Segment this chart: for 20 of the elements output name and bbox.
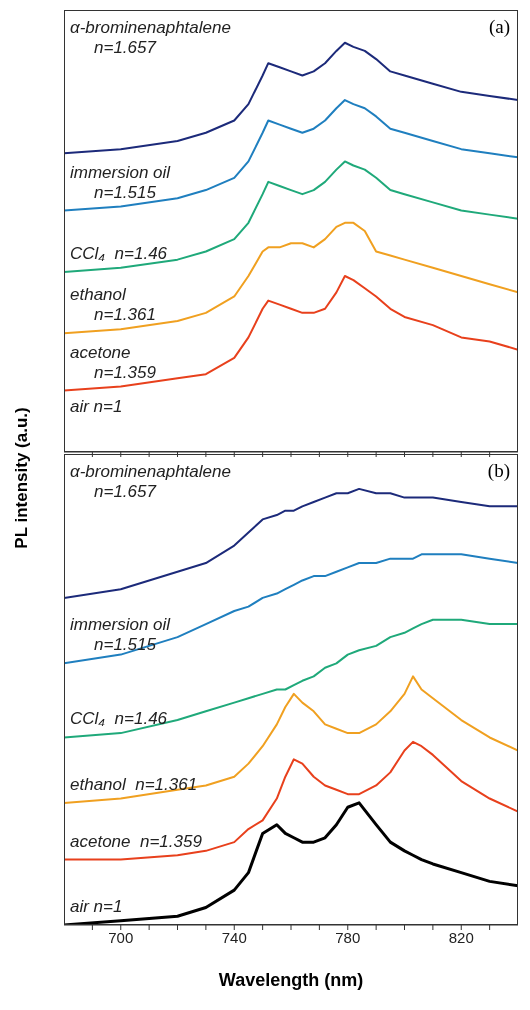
series-label: immersion oil n=1.515 — [70, 162, 171, 203]
series-label: acetone n=1.359 — [70, 831, 202, 852]
x-tick-label: 820 — [448, 928, 474, 946]
series-label: air n=1 — [70, 897, 123, 917]
x-tick-label: 740 — [221, 928, 247, 946]
annotation: air n=1 — [70, 396, 123, 417]
text: (b) — [487, 460, 510, 482]
series-label: acetone n=1.359 — [70, 342, 156, 383]
series-label: CCl₄ n=1.46 — [70, 243, 168, 264]
series-label: ethanol n=1.361 — [70, 774, 198, 795]
y-axis-title: PL intensity (a.u.) — [12, 407, 32, 549]
x-tick-label: 780 — [335, 928, 361, 946]
x-tick-label: 700 — [108, 928, 134, 946]
text: α-brominenaphtalene n=1.657 — [70, 18, 231, 58]
series-label: CCl₄ n=1.46 — [70, 709, 168, 730]
text: α-brominenaphtalene n=1.657 — [70, 462, 231, 502]
series-label: immersion oil n=1.515 — [70, 615, 171, 656]
text: (a) — [488, 16, 510, 38]
series-label: ethanol n=1.361 — [70, 285, 156, 326]
x-axis-title: Wavelength (nm) — [217, 970, 365, 991]
